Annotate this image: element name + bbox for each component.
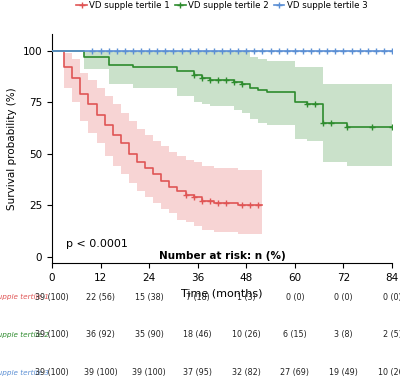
Text: 0 (0): 0 (0) bbox=[286, 293, 304, 302]
Text: 1 (3): 1 (3) bbox=[237, 293, 256, 302]
Text: 22 (56): 22 (56) bbox=[86, 293, 115, 302]
Text: 39 (100): 39 (100) bbox=[35, 368, 69, 377]
Y-axis label: Survival probability (%): Survival probability (%) bbox=[7, 87, 17, 210]
Text: 35 (90): 35 (90) bbox=[135, 330, 164, 339]
Text: 6 (15): 6 (15) bbox=[283, 330, 307, 339]
Text: 10 (26): 10 (26) bbox=[232, 330, 261, 339]
Text: 7 (18): 7 (18) bbox=[186, 293, 210, 302]
Text: 19 (49): 19 (49) bbox=[329, 368, 358, 377]
Text: 0 (0): 0 (0) bbox=[383, 293, 400, 302]
Text: 39 (100): 39 (100) bbox=[35, 293, 69, 302]
Text: 32 (82): 32 (82) bbox=[232, 368, 261, 377]
Legend: VD supple tertile 1, VD supple tertile 2, VD supple tertile 3: VD supple tertile 1, VD supple tertile 2… bbox=[73, 0, 371, 13]
Text: 3 (8): 3 (8) bbox=[334, 330, 353, 339]
Text: 27 (69): 27 (69) bbox=[280, 368, 309, 377]
Text: 2 (5): 2 (5) bbox=[382, 330, 400, 339]
X-axis label: Time (months): Time (months) bbox=[181, 288, 263, 298]
Text: VD supple tertile 2: VD supple tertile 2 bbox=[0, 332, 49, 338]
Text: 18 (46): 18 (46) bbox=[184, 330, 212, 339]
Text: 39 (100): 39 (100) bbox=[35, 330, 69, 339]
Text: 37 (95): 37 (95) bbox=[183, 368, 212, 377]
Text: Number at risk: n (%): Number at risk: n (%) bbox=[159, 251, 285, 261]
Text: VD supple tertile 1: VD supple tertile 1 bbox=[0, 294, 49, 300]
Text: 36 (92): 36 (92) bbox=[86, 330, 115, 339]
Text: 15 (38): 15 (38) bbox=[135, 293, 164, 302]
Text: VD supple tertile 3: VD supple tertile 3 bbox=[0, 370, 49, 376]
Text: 39 (100): 39 (100) bbox=[132, 368, 166, 377]
Text: p < 0.0001: p < 0.0001 bbox=[66, 239, 128, 249]
Text: 10 (26): 10 (26) bbox=[378, 368, 400, 377]
Text: 0 (0): 0 (0) bbox=[334, 293, 353, 302]
Text: 39 (100): 39 (100) bbox=[84, 368, 118, 377]
